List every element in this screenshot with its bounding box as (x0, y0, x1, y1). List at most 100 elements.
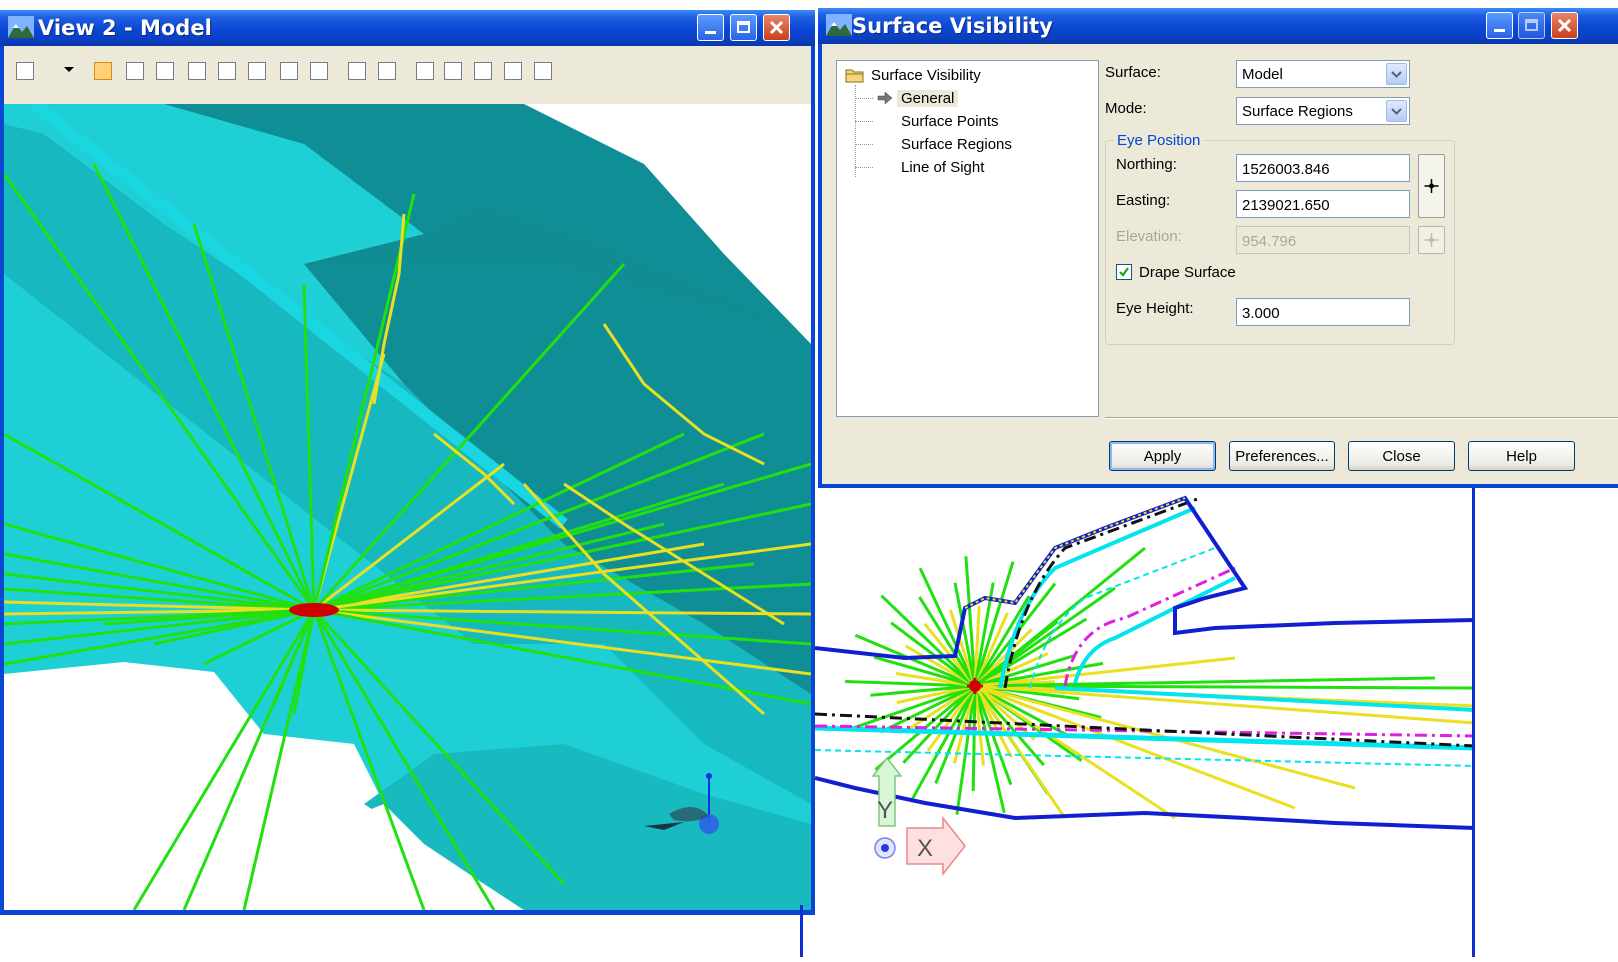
close-button[interactable]: Close (1348, 441, 1455, 471)
visibility-ray (4, 608, 315, 646)
surface-visibility-3d-view[interactable] (4, 104, 811, 910)
dialog-minimize-button[interactable] (1486, 12, 1513, 39)
plan-visibility-ray (974, 684, 1069, 737)
pick-elevation-button (1418, 226, 1445, 254)
view-attributes-icon[interactable] (16, 62, 34, 80)
chevron-down-icon[interactable] (1386, 63, 1407, 85)
zoom-in-icon[interactable] (126, 62, 144, 80)
view-previous-icon[interactable] (310, 62, 328, 80)
view-next-icon[interactable] (348, 62, 366, 80)
visibility-ray (312, 262, 626, 612)
pick-eye-position-button[interactable] (1418, 154, 1445, 218)
dialog-title-bar[interactable]: Surface Visibility (818, 8, 1618, 44)
minimize-button[interactable] (697, 14, 724, 41)
dialog-body: Surface Visibility General Surface Point… (822, 44, 1618, 484)
eye-height-label: Eye Height: (1116, 300, 1194, 317)
tree-item-surface-regions[interactable]: Surface Regions (901, 136, 1012, 153)
plan-visibility-ray (880, 594, 977, 688)
preferences-button[interactable]: Preferences... (1229, 441, 1335, 471)
crosshair-icon (1424, 233, 1439, 247)
tree-item-general[interactable]: General (897, 90, 959, 107)
plan-visibility-ray (879, 684, 976, 734)
apply-button[interactable]: Apply (1109, 441, 1216, 471)
tree-root-surface-visibility[interactable]: Surface Visibility (871, 67, 981, 84)
arrow-right-icon (877, 91, 893, 105)
plan-visibility-ray (948, 609, 977, 687)
visibility-ray (4, 552, 315, 612)
axis-x-label: X (917, 835, 933, 862)
camera-icon[interactable] (444, 62, 462, 80)
dropdown-arrow-icon[interactable] (62, 62, 80, 80)
visibility-ray (312, 609, 426, 910)
plan-visibility-ray (974, 684, 1476, 725)
drape-surface-checkbox[interactable] (1116, 264, 1132, 280)
chevron-down-icon[interactable] (1386, 100, 1407, 122)
drape-surface-label[interactable]: Drape Surface (1139, 264, 1236, 281)
visibility-ray (313, 432, 685, 612)
mode-select[interactable]: Surface Regions (1236, 97, 1410, 125)
northing-field[interactable]: 1526003.846 (1236, 154, 1410, 182)
close-icon (769, 20, 784, 35)
surface-band-1 (4, 124, 811, 804)
tree-item-surface-points[interactable]: Surface Points (901, 113, 999, 130)
zoom-out-icon[interactable] (156, 62, 174, 80)
plan-visibility-ray (973, 685, 1006, 814)
render-icon[interactable] (504, 62, 522, 80)
eye-position-legend: Eye Position (1113, 132, 1205, 149)
minimize-icon (1494, 29, 1505, 32)
hidden-segment (602, 323, 765, 466)
maximize-button[interactable] (730, 14, 757, 41)
visibility-ray (313, 522, 665, 612)
dialog-window-icon (826, 14, 852, 36)
plan-visibility-ray (973, 685, 1046, 767)
plan-view-canvas[interactable]: Y X (814, 488, 1480, 957)
clip-volume-icon[interactable] (416, 62, 434, 80)
visibility-ray (4, 572, 315, 612)
plan-visibility-ray (910, 685, 977, 801)
plan-visibility-ray (974, 684, 1176, 820)
rotate-view-icon[interactable] (248, 62, 266, 80)
visibility-ray (313, 562, 755, 612)
centerline (814, 712, 1476, 748)
tree-item-line-of-sight[interactable]: Line of Sight (901, 159, 985, 176)
plan-visibility-ray (902, 684, 977, 764)
visibility-ray (4, 432, 315, 612)
easting-label: Easting: (1116, 192, 1171, 209)
pan-icon[interactable] (280, 62, 298, 80)
surface-value: Model (1242, 66, 1283, 83)
walk-icon[interactable] (474, 62, 492, 80)
plan-visibility-ray (973, 685, 1067, 819)
visibility-ray (103, 608, 315, 626)
view-title-bar[interactable]: View 2 - Model (0, 10, 815, 46)
eye-height-field[interactable]: 3.000 (1236, 298, 1410, 326)
plan-visibility-ray (971, 685, 977, 792)
plan-visibility-ray (974, 546, 1146, 688)
3d-surface-drawing (4, 104, 811, 910)
close-window-button[interactable] (763, 14, 790, 41)
update-icon[interactable] (94, 62, 112, 80)
visibility-ray (203, 608, 315, 666)
plan-visibility-rays (845, 546, 1476, 820)
copy-view-icon[interactable] (378, 62, 396, 80)
window-area-icon[interactable] (188, 62, 206, 80)
visibility-ray (4, 522, 315, 612)
visibility-ray (4, 587, 315, 612)
northing-label: Northing: (1116, 156, 1177, 173)
fit-view-icon[interactable] (218, 62, 236, 80)
dialog-close-window-button[interactable] (1551, 12, 1578, 39)
plan-visibility-ray (953, 582, 977, 687)
visibility-ray (313, 608, 811, 646)
plan-frame-right-edge (1472, 488, 1475, 957)
boundary-lower (814, 776, 1476, 830)
plan-visibility-ray (918, 596, 977, 687)
plan-visibility-ray (974, 586, 1116, 688)
surface-select[interactable]: Model (1236, 60, 1410, 88)
mode-label: Mode: (1105, 100, 1147, 117)
plan-view-drawing: Y X (814, 495, 1476, 877)
help-button[interactable]: Help (1468, 441, 1575, 471)
plan-visibility-ray (964, 556, 977, 687)
folder-icon (845, 69, 864, 83)
plan-visibility-ray (974, 653, 1076, 688)
easting-field[interactable]: 2139021.650 (1236, 190, 1410, 218)
tools-icon[interactable] (534, 62, 552, 80)
